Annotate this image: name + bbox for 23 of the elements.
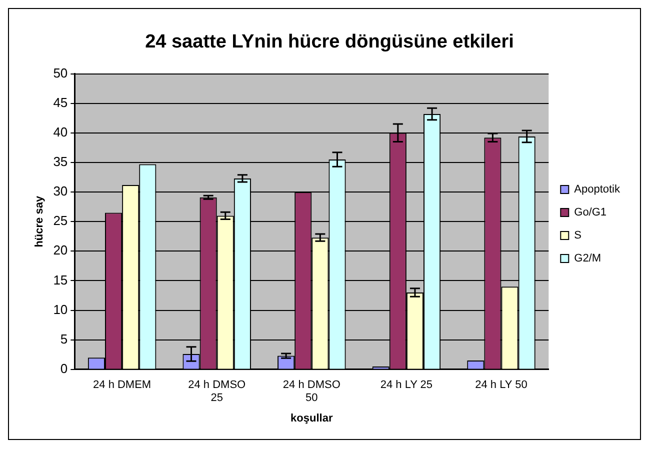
y-tick-label: 5 [60, 331, 68, 346]
y-tick-label: 15 [53, 272, 68, 288]
chart-title: 24 saatte LYnin hücre döngüsüne etkileri [145, 32, 514, 53]
y-tick-label: 40 [53, 124, 68, 140]
x-tick-label: 24 h LY 50 [475, 379, 528, 392]
y-axis-title: hücre say [34, 195, 46, 248]
y-tick-label: 50 [53, 65, 68, 80]
x-tick-label: 24 h DMSO 50 [282, 379, 341, 404]
y-tick-label: 35 [53, 154, 68, 170]
x-tick-label: 24 h DMEM [93, 379, 152, 392]
x-tick-label: 24 h LY 25 [380, 379, 433, 392]
y-tick-label: 25 [53, 213, 68, 228]
legend-label: Apoptotik [574, 184, 620, 196]
y-tick-label: 45 [53, 94, 68, 110]
x-axis-title: koşullar [290, 412, 334, 424]
x-tick-label: 24 h DMSO 25 [188, 379, 246, 404]
y-tick-label: 30 [53, 184, 68, 199]
legend-label: G2/M [574, 252, 602, 265]
y-tick-label: 20 [53, 242, 68, 258]
y-tick-label: 10 [53, 302, 68, 317]
legend-label: S [574, 230, 582, 242]
y-tick-label: 0 [60, 360, 68, 376]
legend-label: Go/G1 [574, 206, 607, 219]
